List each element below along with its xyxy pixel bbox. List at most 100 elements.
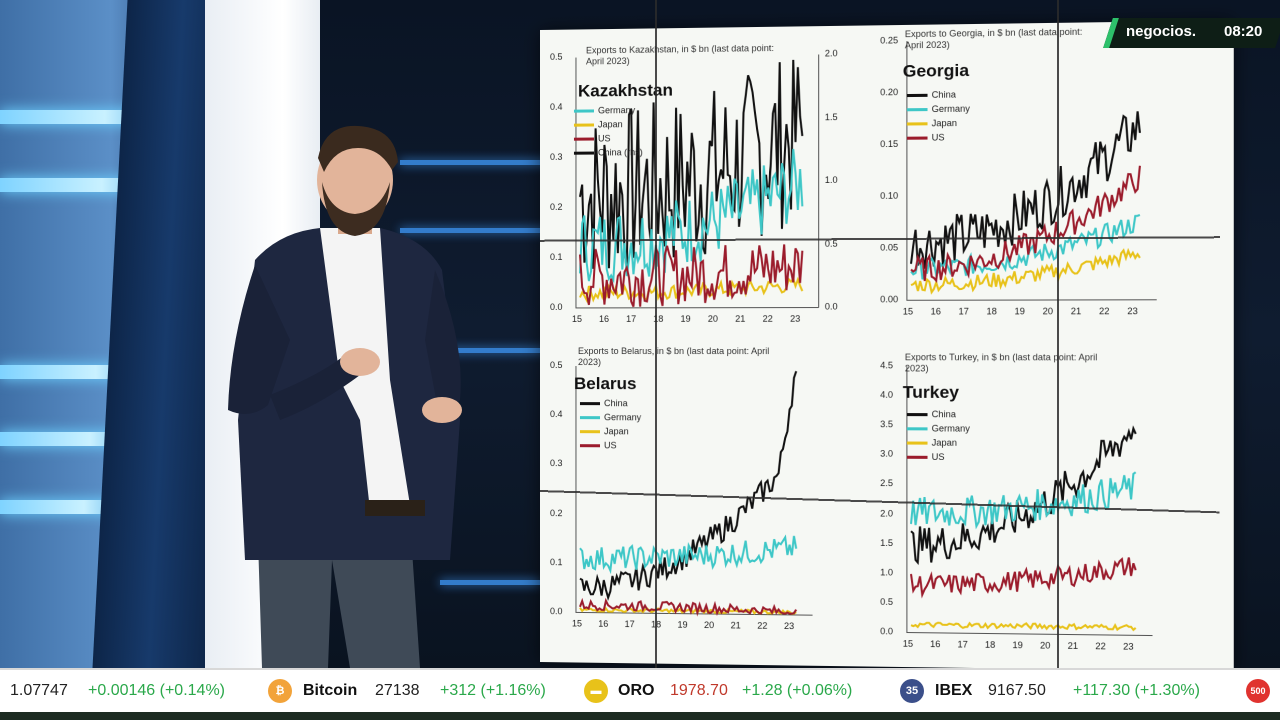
bitcoin-icon: ₿ bbox=[268, 679, 292, 703]
y-tick-label: 0.5 bbox=[550, 360, 563, 370]
series-line-us bbox=[911, 556, 1136, 597]
legend-label: Japan bbox=[932, 118, 957, 128]
y-tick-label: 0.4 bbox=[550, 102, 563, 112]
gold-icon: ▬ bbox=[584, 679, 608, 703]
y-tick-label: 0.3 bbox=[550, 458, 563, 468]
y-tick-label: 0.25 bbox=[880, 35, 898, 45]
chart-country: Kazakhstan bbox=[578, 80, 673, 101]
x-tick-label: 19 bbox=[1012, 640, 1022, 650]
legend-label: China bbox=[932, 409, 956, 419]
x-tick-label: 20 bbox=[1043, 306, 1053, 316]
x-tick-label: 22 bbox=[757, 621, 767, 631]
x-tick-label: 22 bbox=[763, 314, 773, 324]
ticker-name: IBEX bbox=[935, 682, 972, 700]
legend-label: US bbox=[604, 440, 617, 450]
legend-item: Japan bbox=[907, 435, 970, 450]
legend-label: Germany bbox=[598, 105, 635, 115]
x-tick-label: 18 bbox=[985, 640, 995, 650]
y-tick-label: 0.00 bbox=[880, 294, 898, 304]
legend-item: US bbox=[907, 450, 970, 465]
y-right-tick-label: 0.0 bbox=[825, 301, 838, 311]
legend-label: China (rhs) bbox=[598, 147, 643, 157]
legend-item: Japan bbox=[574, 117, 643, 132]
x-tick-label: 17 bbox=[959, 306, 969, 316]
x-tick-label: 16 bbox=[931, 306, 941, 316]
legend-swatch bbox=[574, 138, 594, 141]
ibex-icon: 35 bbox=[900, 679, 924, 703]
legend-item: US bbox=[580, 438, 641, 452]
ticker-change: +1.28 (+0.06%) bbox=[742, 682, 852, 700]
ticker-name: Bitcoin bbox=[303, 682, 357, 700]
y-tick-label: 0.15 bbox=[880, 139, 898, 149]
ticker-name: ORO bbox=[618, 682, 654, 700]
legend-item: China (rhs) bbox=[574, 145, 643, 160]
chart-kazakhstan: Exports to Kazakhstan, in $ bn (last dat… bbox=[546, 34, 870, 338]
y-tick-label: 0.0 bbox=[880, 626, 893, 636]
legend-swatch bbox=[907, 456, 928, 459]
x-tick-label: 16 bbox=[598, 619, 608, 629]
legend-label: Germany bbox=[932, 104, 970, 115]
chart-country: Georgia bbox=[903, 61, 969, 82]
legend-item: US bbox=[574, 131, 643, 146]
x-tick-label: 17 bbox=[625, 619, 635, 629]
chart-subtitle: Exports to Georgia, in $ bn (last data p… bbox=[905, 26, 1102, 51]
legend-swatch bbox=[907, 122, 928, 125]
y-tick-label: 0.3 bbox=[550, 152, 563, 162]
x-tick-label: 20 bbox=[704, 620, 714, 630]
x-tick-label: 18 bbox=[986, 306, 996, 316]
x-tick-label: 21 bbox=[735, 314, 745, 324]
y-tick-label: 0.0 bbox=[550, 606, 563, 616]
legend-label: Japan bbox=[598, 119, 623, 129]
x-tick-label: 20 bbox=[708, 314, 718, 324]
x-tick-label: 15 bbox=[572, 618, 582, 628]
y-tick-label: 1.5 bbox=[880, 537, 893, 547]
legend-label: China bbox=[604, 398, 628, 408]
legend-swatch bbox=[907, 137, 928, 140]
y-tick-label: 0.5 bbox=[880, 597, 893, 607]
y-right-tick-label: 1.0 bbox=[825, 175, 838, 185]
ticker-value: 1978.70 bbox=[670, 682, 728, 700]
y-tick-label: 0.2 bbox=[550, 508, 563, 518]
legend-swatch bbox=[907, 442, 928, 445]
chart-belarus: Exports to Belarus, in $ bn (last data p… bbox=[546, 342, 870, 646]
legend-swatch bbox=[574, 124, 594, 127]
chart-legend: China Germany Japan US bbox=[580, 396, 641, 452]
legend-item: Japan bbox=[907, 116, 970, 131]
presenter bbox=[210, 120, 490, 668]
legend-item: Germany bbox=[580, 410, 641, 424]
legend-swatch bbox=[907, 94, 928, 97]
legend-swatch bbox=[580, 402, 600, 405]
x-tick-label: 23 bbox=[1123, 641, 1134, 651]
y-tick-label: 1.0 bbox=[880, 567, 893, 577]
y-tick-label: 0.1 bbox=[550, 252, 563, 262]
chart-legend: Germany Japan US China (rhs) bbox=[574, 103, 643, 160]
x-tick-label: 16 bbox=[599, 314, 609, 324]
chart-country: Turkey bbox=[903, 383, 959, 403]
broadcast-clock: 08:20 bbox=[1224, 23, 1262, 40]
screen-seam bbox=[655, 0, 657, 668]
x-tick-label: 19 bbox=[677, 620, 687, 630]
y-tick-label: 3.5 bbox=[880, 419, 893, 429]
y-tick-label: 4.0 bbox=[880, 390, 893, 400]
legend-swatch bbox=[580, 430, 600, 433]
legend-item: China bbox=[580, 396, 641, 410]
y-tick-label: 0.1 bbox=[550, 557, 563, 567]
x-tick-label: 21 bbox=[1071, 306, 1081, 316]
x-tick-label: 21 bbox=[1068, 641, 1078, 651]
ticker-value: 1.07747 bbox=[10, 682, 68, 700]
x-tick-label: 15 bbox=[572, 314, 582, 324]
ticker-change: +0.00146 (+0.14%) bbox=[88, 682, 225, 700]
y-tick-label: 0.05 bbox=[880, 242, 898, 252]
y-tick-label: 0.10 bbox=[880, 191, 898, 201]
sp500-icon: 500 bbox=[1246, 679, 1270, 703]
legend-item: Germany bbox=[907, 421, 970, 435]
legend-item: China bbox=[907, 87, 970, 102]
legend-swatch bbox=[574, 152, 594, 155]
market-ticker: 1.07747 +0.00146 (+0.14%) ₿ Bitcoin 2713… bbox=[0, 668, 1280, 712]
y-right-tick-label: 2.0 bbox=[825, 48, 838, 58]
legend-swatch bbox=[580, 444, 600, 447]
legend-item: Germany bbox=[907, 101, 970, 116]
chart-subtitle: Exports to Kazakhstan, in $ bn (last dat… bbox=[586, 43, 778, 68]
legend-swatch bbox=[907, 427, 928, 430]
